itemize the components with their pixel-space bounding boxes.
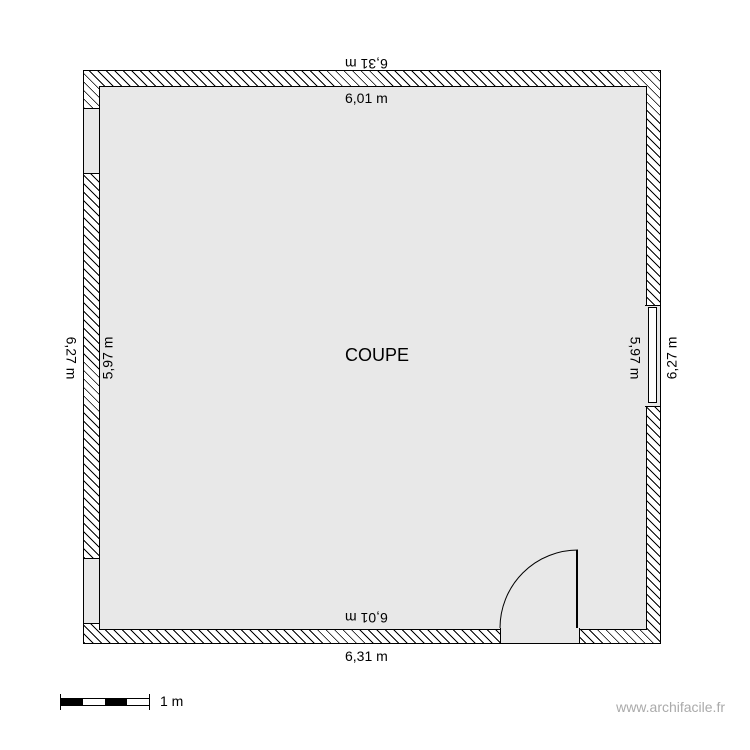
door-opening bbox=[500, 628, 580, 643]
scale-bar bbox=[60, 698, 150, 706]
floor-plan-canvas: COUPE 6,31 m 6,01 m 6,01 m 6,31 m 6,27 m… bbox=[0, 0, 750, 750]
watermark: www.archifacile.fr bbox=[616, 699, 725, 715]
dim-bottom-outer: 6,31 m bbox=[345, 648, 388, 664]
dim-left-inner: 5,97 m bbox=[99, 337, 115, 380]
dim-top-inner: 6,01 m bbox=[345, 90, 388, 106]
dim-bottom-inner: 6,01 m bbox=[345, 610, 388, 626]
dim-right-inner: 5,97 m bbox=[627, 337, 643, 380]
opening-left-bottom bbox=[84, 558, 99, 624]
scale-bar-group: 1 m bbox=[60, 698, 150, 706]
dim-left-outer: 6,27 m bbox=[63, 337, 79, 380]
window-pane-right bbox=[648, 307, 657, 403]
dim-top-outer: 6,31 m bbox=[345, 56, 388, 72]
room-label: COUPE bbox=[345, 345, 409, 366]
opening-left-top bbox=[84, 108, 99, 174]
dim-right-outer: 6,27 m bbox=[663, 337, 679, 380]
scale-label: 1 m bbox=[160, 693, 183, 709]
door-swing-arc bbox=[498, 548, 580, 630]
